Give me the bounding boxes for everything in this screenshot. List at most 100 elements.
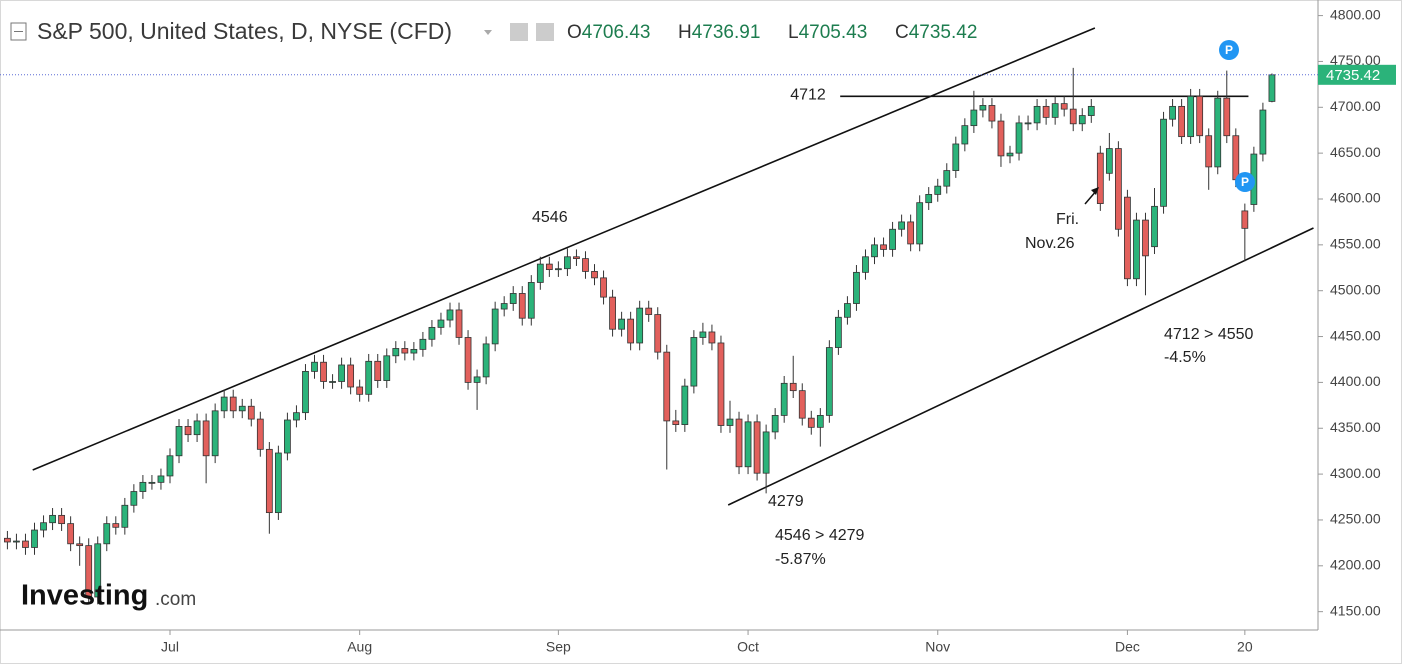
candle-body	[419, 338, 427, 350]
ohlc-value: 4705.43	[799, 22, 868, 43]
event-icon[interactable]	[1235, 172, 1255, 192]
y-tick-label: 4400.00	[1330, 373, 1381, 389]
candle-body	[157, 475, 165, 483]
candle-body	[997, 120, 1005, 157]
candle-body	[13, 540, 20, 543]
candle-body	[347, 364, 355, 388]
candle-body	[265, 448, 273, 514]
candle-body	[1033, 105, 1041, 124]
candle-body	[1232, 135, 1240, 181]
candle-body	[554, 268, 562, 271]
candle-body	[825, 347, 833, 416]
candle-body	[374, 360, 382, 381]
candle-body	[293, 412, 300, 421]
candle-body	[699, 331, 707, 338]
candle-body	[175, 426, 183, 457]
candle-body	[835, 316, 842, 348]
candle-body	[1069, 108, 1077, 125]
level-label: 4712	[790, 87, 826, 104]
y-tick-label: 4650.00	[1330, 144, 1381, 160]
candle-body	[85, 545, 93, 598]
candle-body	[329, 381, 336, 383]
candle-body	[708, 331, 716, 344]
ohlc-value: 4736.91	[692, 22, 761, 43]
annotation: -5.87%	[775, 551, 826, 568]
candle-body	[898, 221, 905, 230]
candle-body	[383, 355, 391, 381]
candle-body	[338, 364, 345, 382]
annotation: 4546 > 4279	[775, 527, 865, 544]
candle-body	[31, 529, 38, 548]
candle-body	[311, 361, 318, 372]
candle-body	[121, 504, 129, 528]
candle-body	[916, 202, 924, 245]
candle-body	[1196, 95, 1204, 137]
candle-body	[1078, 115, 1086, 125]
candle-body	[1259, 109, 1267, 155]
candle-body	[148, 481, 156, 484]
y-tick-label: 4450.00	[1330, 327, 1381, 343]
candle-body	[970, 109, 978, 127]
trend-line	[32, 27, 1096, 471]
y-tick-label: 4200.00	[1330, 557, 1381, 573]
settings-icon[interactable]	[536, 23, 554, 41]
candle-body	[40, 522, 47, 531]
candle-body	[1151, 205, 1158, 248]
y-tick-label: 4150.00	[1330, 602, 1381, 618]
candle-body	[952, 143, 960, 171]
candle-body	[428, 326, 436, 340]
candle-body	[1015, 122, 1023, 154]
candle-body	[545, 263, 553, 271]
candle-body	[527, 282, 535, 319]
candle-body	[482, 343, 490, 378]
candle-body	[284, 419, 291, 454]
candle-body	[1241, 210, 1249, 229]
candle-body	[618, 318, 625, 330]
annotation: 4712 > 4550	[1164, 326, 1254, 343]
candle-body	[988, 105, 996, 122]
candle-body	[247, 405, 255, 420]
candle-body	[564, 256, 571, 270]
candle-body	[1051, 103, 1059, 118]
candle-body	[672, 420, 680, 425]
candle-body	[591, 271, 598, 279]
candle-body	[1024, 122, 1032, 125]
dropdown-arrow[interactable]	[484, 30, 492, 35]
candle-body	[1205, 135, 1213, 168]
annotation: 4546	[532, 209, 568, 226]
chart-title: S&P 500, United States, D, NYSE (CFD)	[37, 18, 452, 44]
candle-body	[211, 410, 219, 457]
y-tick-label: 4500.00	[1330, 281, 1381, 297]
candle-body	[112, 523, 120, 528]
collapse-icon[interactable]	[10, 22, 27, 41]
candle-body	[744, 421, 752, 468]
ohlc-value: 4706.43	[582, 22, 651, 43]
candle-body	[771, 415, 779, 433]
event-icon-letter: P	[1225, 43, 1233, 57]
x-tick-label: Jul	[161, 639, 179, 655]
candle-body	[184, 426, 192, 436]
candle-body	[1096, 152, 1104, 204]
candle-body	[274, 452, 282, 514]
candle-body	[455, 309, 463, 338]
x-tick-label: Nov	[925, 639, 950, 655]
candle-body	[943, 170, 951, 187]
visibility-icon[interactable]	[510, 23, 528, 41]
candle-body	[1169, 105, 1176, 120]
candle-body	[1223, 97, 1231, 137]
candle-body	[627, 318, 635, 344]
candle-body	[889, 228, 896, 250]
candle-body	[780, 382, 788, 416]
candle-body	[464, 337, 472, 383]
y-tick-label: 4750.00	[1330, 52, 1381, 68]
candle-body	[925, 194, 933, 204]
y-tick-label: 4350.00	[1330, 419, 1381, 435]
candle-body	[94, 543, 102, 598]
candle-body	[103, 523, 111, 545]
event-icon[interactable]	[1219, 40, 1239, 60]
annotation: 4279	[768, 493, 804, 510]
candle-body	[600, 277, 607, 298]
last-price-label: 4735.42	[1326, 67, 1380, 84]
